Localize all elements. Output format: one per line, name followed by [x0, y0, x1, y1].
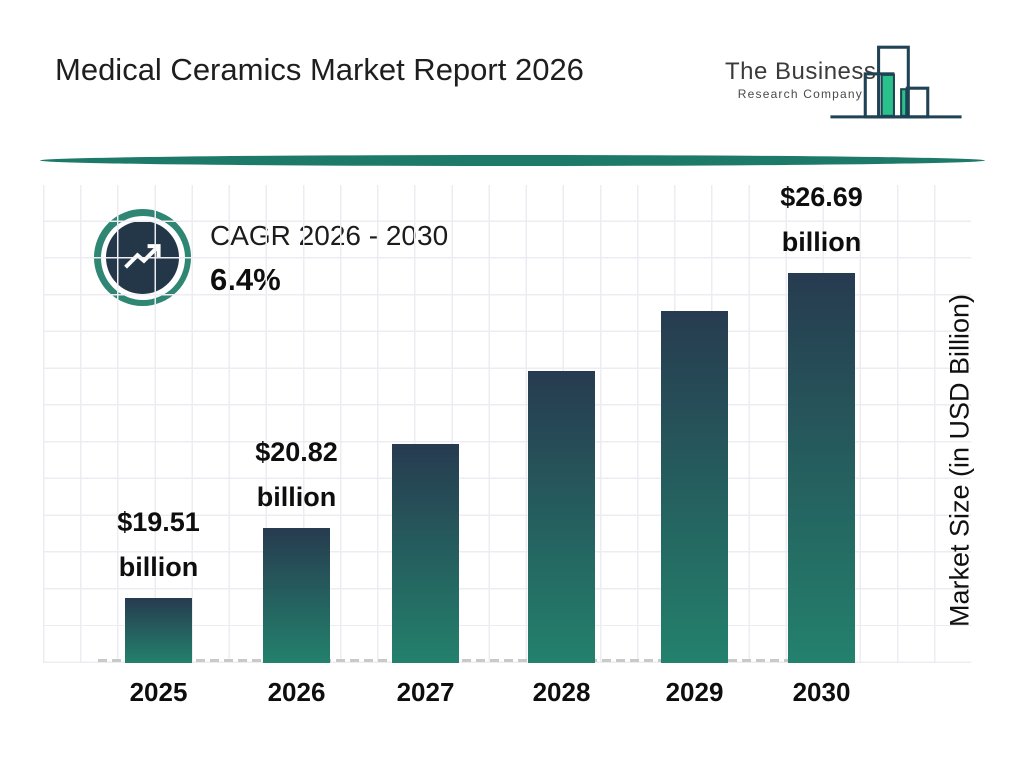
- dashed-baseline: [98, 659, 855, 662]
- x-axis-label-2027: 2027: [396, 677, 455, 707]
- company-logo: The Business Research Company: [725, 40, 975, 128]
- logo-name: The Business: [725, 58, 877, 85]
- x-axis-label-2025: 2025: [129, 677, 188, 707]
- logo-text: The Business Research Company: [725, 58, 877, 101]
- page-title: Medical Ceramics Market Report 2026: [55, 52, 584, 87]
- logo-subname: Research Company: [737, 87, 863, 101]
- x-axis-label-2029: 2029: [665, 677, 724, 707]
- x-axis-label-2026: 2026: [267, 677, 326, 707]
- bar-buildings-icon: [830, 45, 962, 119]
- chart-gridlines: [43, 185, 971, 663]
- x-axis-label-2030: 2030: [792, 677, 851, 707]
- y-axis-title: Market Size (in USD Billion): [944, 293, 975, 628]
- divider-line: [40, 155, 985, 166]
- x-axis-label-2028: 2028: [532, 677, 591, 707]
